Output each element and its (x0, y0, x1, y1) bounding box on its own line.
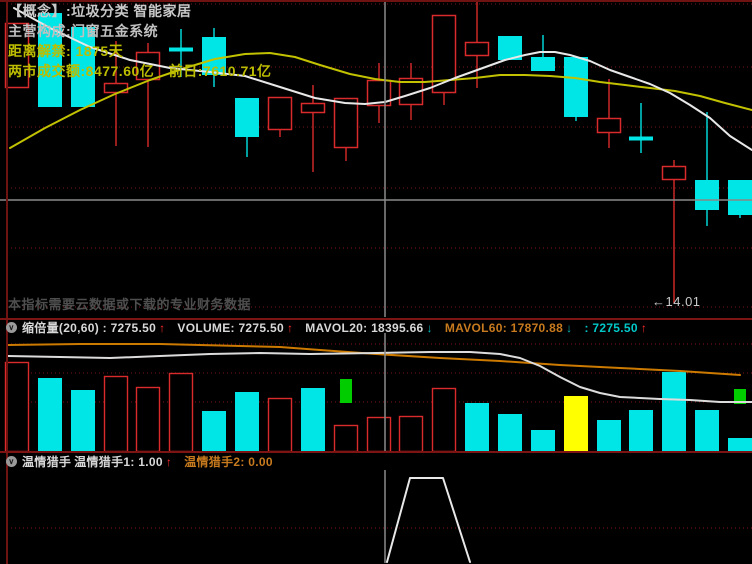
ma-line-white (13, 7, 752, 151)
volume-bar (301, 388, 325, 452)
volume-bar (398, 415, 424, 453)
volume-bar (465, 403, 489, 452)
hunter1-value-label: 温情猎手1: 1.00 (74, 455, 163, 469)
pane-separator-volume[interactable] (0, 318, 752, 320)
main-business-line: 主营构成:门窗五金系统 (8, 23, 159, 39)
candlestick (202, 37, 226, 75)
candlestick (596, 117, 622, 134)
volume-value-label: VOLUME: 7275.50 (177, 320, 284, 335)
volume-bar (202, 411, 226, 452)
hunter-indicator-title[interactable]: 温情猎手 (22, 455, 72, 469)
down-arrow-icon: ↓ (566, 320, 573, 335)
volume-bar (267, 397, 293, 453)
pane-border-top (0, 0, 752, 2)
candlestick (4, 22, 30, 89)
candlestick (333, 97, 359, 149)
unlock-days-line: 距离解禁: 1875天 (8, 43, 124, 59)
up-arrow-icon: ↑ (640, 320, 648, 335)
mavol20-label: MAVOL20: 18395.66 (305, 320, 424, 335)
volume-bar (531, 430, 555, 452)
up-arrow-icon: ↑ (286, 320, 294, 335)
candlestick (267, 96, 293, 131)
candlestick (728, 180, 752, 215)
volume-bar (4, 361, 30, 453)
up-arrow-icon: ↑ (159, 320, 166, 335)
candlestick (398, 77, 424, 106)
low-price-annotation: ←14.01 (652, 294, 701, 309)
candlestick (300, 102, 326, 114)
market-turnover-line: 两市成交额:8477.60亿 前日:7610.71亿 (8, 63, 272, 79)
volume-pane-header: ∨ 缩倍量(20,60) : 7275.50 ↑ VOLUME: 7275.50… (6, 319, 650, 336)
data-required-notice: 本指标需要云数据或下载的专业财务数据 (8, 297, 252, 312)
candlestick (431, 14, 457, 94)
candlestick (564, 57, 588, 117)
volume-bar (629, 410, 653, 452)
volume-bar (431, 387, 457, 453)
hunter-pulse-line (386, 477, 471, 563)
volume-bar (103, 375, 129, 453)
close-volume-label: : 7275.50 (584, 320, 638, 335)
volume-bar (235, 392, 259, 452)
up-arrow-icon: ↑ (165, 454, 173, 469)
pane-separator-hunter[interactable] (0, 451, 752, 453)
volume-bar (71, 390, 95, 452)
volume-bar (168, 372, 194, 453)
down-arrow-icon: ↓ (426, 320, 433, 335)
collapse-hunter-pane-icon[interactable]: ∨ (6, 456, 17, 467)
volume-bar (728, 438, 752, 452)
mavol60-line (7, 343, 741, 376)
volume-bar (498, 414, 522, 452)
concept-tags-line: 【概念】:垃圾分类 智能家居 (8, 3, 192, 19)
pane-border-left (6, 0, 8, 564)
volume-bar (662, 372, 686, 452)
signal-marker (734, 389, 746, 404)
candlestick (661, 165, 687, 181)
volume-bar (366, 416, 392, 453)
hunter-pane-header: ∨ 温情猎手 温情猎手1: 1.00 ↑ 温情猎手2: 0.00 (6, 453, 276, 470)
volume-bar (38, 378, 62, 452)
volume-bar (564, 396, 588, 452)
volume-bar (695, 410, 719, 452)
mavol60-label: MAVOL60: 17870.88 (444, 320, 564, 335)
signal-marker (340, 379, 352, 403)
collapse-volume-pane-icon[interactable]: ∨ (6, 322, 17, 333)
volume-bar (135, 386, 161, 453)
candlestick (464, 41, 490, 57)
hunter2-value-label: 温情猎手2: 0.00 (184, 455, 273, 469)
volume-bar (597, 420, 621, 452)
candlestick (695, 180, 719, 210)
volume-indicator-label[interactable]: 缩倍量(20,60) : 7275.50 (22, 321, 157, 335)
ma-line-yellow (9, 52, 752, 149)
candlestick (531, 57, 555, 71)
volume-bar (333, 424, 359, 453)
mavol20-line (7, 351, 752, 403)
candlestick (235, 98, 259, 137)
